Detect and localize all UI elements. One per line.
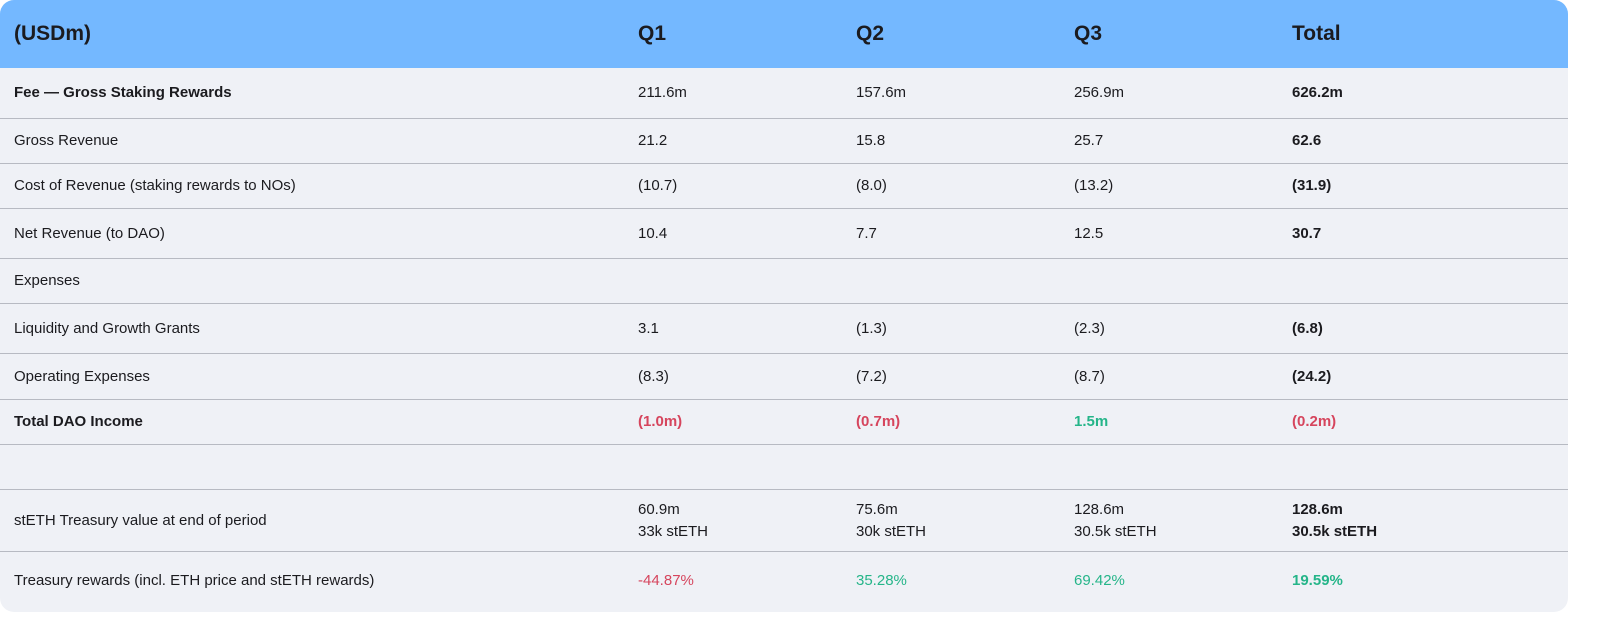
cell-q3: 12.5 <box>1074 224 1104 242</box>
cell-q3: (8.7) <box>1074 367 1105 385</box>
cell-q1: (1.0m) <box>638 413 683 430</box>
header-q2: Q2 <box>856 22 885 45</box>
cell-q1: 3.1 <box>638 319 659 337</box>
cell-q2: 75.6m 30k stETH <box>856 499 926 543</box>
cell-q1: 60.9m 33k stETH <box>638 499 708 543</box>
cell-q2: (7.2) <box>856 367 887 385</box>
row-label: Net Revenue (to DAO) <box>14 224 165 242</box>
cell-total: (24.2) <box>1292 367 1332 385</box>
cell-total-steth: 30.5k stETH <box>1292 522 1378 540</box>
table-row: Expenses <box>0 259 1568 304</box>
cell-total: 62.6 <box>1292 132 1322 149</box>
cell-q1: 211.6m <box>638 84 687 101</box>
row-label: stETH Treasury value at end of period <box>14 511 267 529</box>
cell-q3-usd: 128.6m <box>1074 500 1125 518</box>
cell-total: (6.8) <box>1292 319 1323 337</box>
row-label: Expenses <box>14 272 80 289</box>
cell-q1: 21.2 <box>638 132 668 149</box>
cell-q1: (8.3) <box>638 367 669 385</box>
cell-total-usd: 128.6m <box>1292 500 1343 518</box>
cell-total: 19.59% <box>1292 572 1343 589</box>
cell-q2: (1.3) <box>856 319 887 337</box>
table-header: (USDm) Q1 Q2 Q3 Total <box>0 0 1568 68</box>
row-label: Cost of Revenue (staking rewards to NOs) <box>14 177 296 194</box>
cell-q1: -44.87% <box>638 572 694 589</box>
cell-q2: (0.7m) <box>856 413 901 430</box>
financial-table: (USDm) Q1 Q2 Q3 Total Fee — Gross Stakin… <box>0 0 1568 612</box>
cell-q2: 15.8 <box>856 132 886 149</box>
table-row: Operating Expenses (8.3) (7.2) (8.7) (24… <box>0 354 1568 400</box>
cell-total: (0.2m) <box>1292 413 1337 430</box>
cell-q3: 1.5m <box>1074 413 1109 430</box>
cell-q2: 7.7 <box>856 224 877 242</box>
row-label: Operating Expenses <box>14 367 150 385</box>
row-label: Treasury rewards (incl. ETH price and st… <box>14 572 375 589</box>
header-q1: Q1 <box>638 22 667 45</box>
cell-total: 626.2m <box>1292 84 1343 101</box>
cell-q1: 10.4 <box>638 224 668 242</box>
cell-q1-steth: 33k stETH <box>638 522 709 540</box>
cell-total: 128.6m 30.5k stETH <box>1292 499 1377 543</box>
table-row: stETH Treasury value at end of period 60… <box>0 490 1568 552</box>
table-row: Fee — Gross Staking Rewards 211.6m 157.6… <box>0 68 1568 119</box>
row-label: Liquidity and Growth Grants <box>14 319 200 337</box>
cell-q3: 256.9m <box>1074 84 1125 101</box>
cell-q3: 69.42% <box>1074 572 1125 589</box>
cell-q3-steth: 30.5k stETH <box>1074 522 1157 540</box>
cell-q3: 128.6m 30.5k stETH <box>1074 499 1157 543</box>
cell-q2: (8.0) <box>856 177 887 194</box>
header-unit-label: (USDm) <box>14 22 91 45</box>
row-label: Fee — Gross Staking Rewards <box>14 84 232 101</box>
table-row: Total DAO Income (1.0m) (0.7m) 1.5m (0.2… <box>0 400 1568 445</box>
row-label: Total DAO Income <box>14 413 143 430</box>
cell-q3: (2.3) <box>1074 319 1105 337</box>
cell-total: (31.9) <box>1292 177 1332 194</box>
header-q3: Q3 <box>1074 22 1103 45</box>
table-row: Liquidity and Growth Grants 3.1 (1.3) (2… <box>0 304 1568 354</box>
table-row: Net Revenue (to DAO) 10.4 7.7 12.5 30.7 <box>0 209 1568 259</box>
table-row: Treasury rewards (incl. ETH price and st… <box>0 552 1568 610</box>
cell-q2-usd: 75.6m <box>856 500 898 518</box>
header-total: Total <box>1292 22 1341 45</box>
table-row: Gross Revenue 21.2 15.8 25.7 62.6 <box>0 119 1568 164</box>
cell-q1: (10.7) <box>638 177 678 194</box>
cell-q3: 25.7 <box>1074 132 1104 149</box>
cell-q2: 157.6m <box>856 84 907 101</box>
cell-total: 30.7 <box>1292 224 1322 242</box>
row-label: Gross Revenue <box>14 132 119 149</box>
cell-q3: (13.2) <box>1074 177 1114 194</box>
cell-q1-usd: 60.9m <box>638 500 680 518</box>
table-row: Cost of Revenue (staking rewards to NOs)… <box>0 164 1568 209</box>
cell-q2: 35.28% <box>856 572 907 589</box>
cell-q2-steth: 30k stETH <box>856 522 927 540</box>
spacer-row <box>0 445 1568 490</box>
